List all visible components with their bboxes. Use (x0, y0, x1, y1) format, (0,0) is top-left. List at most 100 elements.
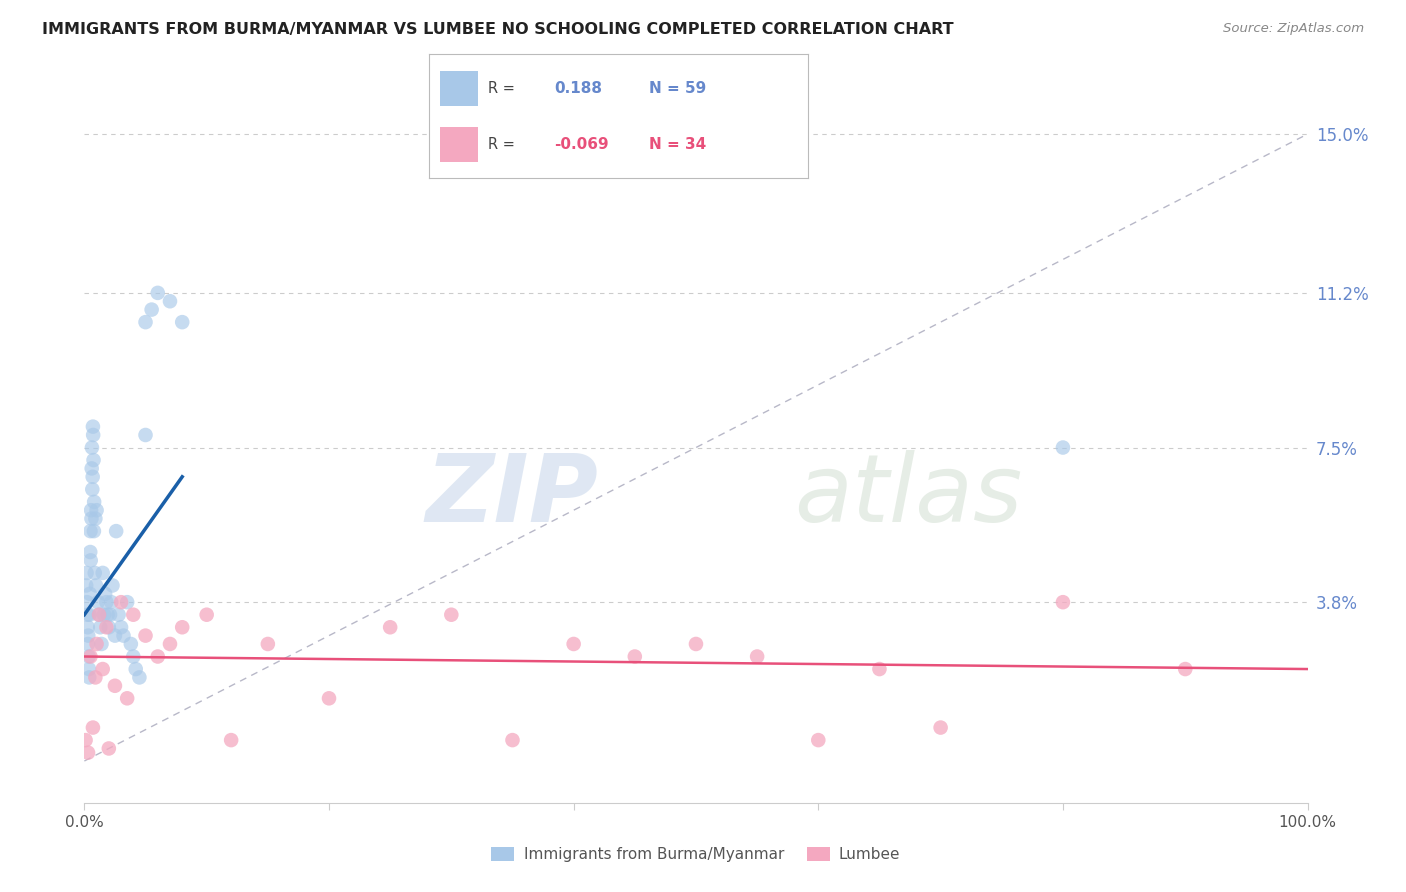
Point (80, 461, 103, 475)
Point (91, 566, 114, 580)
Point (172, 620, 194, 634)
Point (104, 629, 127, 643)
Point (685, 637, 707, 651)
Point (440, 607, 463, 622)
Point (93, 607, 115, 622)
Point (86, 637, 108, 651)
Point (89, 620, 111, 634)
Point (79, 607, 101, 622)
Point (82, 483, 104, 497)
Point (562, 637, 585, 651)
Point (77, 637, 100, 651)
Point (100, 595, 122, 609)
Point (84, 511, 107, 525)
Point (87, 607, 110, 622)
Point (1174, 662, 1197, 676)
Point (77, 662, 100, 676)
Point (135, 315, 157, 329)
Point (104, 679, 127, 693)
Point (98, 607, 121, 622)
Point (76, 620, 98, 634)
Point (747, 649, 769, 664)
Point (76, 595, 98, 609)
Point (869, 662, 891, 676)
Point (87, 607, 110, 622)
Point (94, 587, 117, 601)
Point (80, 511, 103, 525)
Point (76, 566, 98, 580)
Point (159, 637, 181, 651)
Point (79, 587, 101, 601)
Point (84, 578, 107, 592)
Point (86, 503, 108, 517)
Point (624, 649, 647, 664)
Point (135, 428, 157, 442)
Text: R =: R = (488, 81, 515, 96)
Point (380, 620, 402, 634)
Point (83, 453, 105, 467)
Point (101, 578, 124, 592)
Point (141, 302, 163, 317)
Point (83, 524, 105, 538)
Point (110, 620, 132, 634)
Text: Source: ZipAtlas.com: Source: ZipAtlas.com (1223, 22, 1364, 36)
Point (75, 578, 97, 592)
Point (76, 607, 98, 622)
Point (122, 649, 145, 664)
Point (120, 637, 142, 651)
Text: R =: R = (488, 137, 515, 153)
Point (115, 595, 138, 609)
Bar (440, 128, 478, 162)
Point (82, 721, 104, 735)
Point (96, 620, 118, 634)
Point (318, 691, 340, 706)
Point (112, 629, 135, 643)
Point (91, 662, 114, 676)
Legend: Immigrants from Burma/Myanmar, Lumbee: Immigrants from Burma/Myanmar, Lumbee (485, 841, 907, 868)
Text: atlas: atlas (794, 450, 1022, 541)
Point (97, 607, 120, 622)
Bar (440, 71, 478, 106)
Point (929, 721, 952, 735)
Text: IMMIGRANTS FROM BURMA/MYANMAR VS LUMBEE NO SCHOOLING COMPLETED CORRELATION CHART: IMMIGRANTS FROM BURMA/MYANMAR VS LUMBEE … (42, 22, 953, 37)
Point (1052, 595, 1074, 609)
Point (82, 419, 104, 434)
Point (97, 741, 120, 756)
Point (135, 629, 157, 643)
Point (96, 595, 118, 609)
Point (110, 595, 132, 609)
Point (105, 524, 128, 538)
Point (75, 733, 97, 747)
Point (77, 629, 100, 643)
Text: N = 59: N = 59 (650, 81, 706, 96)
Point (146, 649, 169, 664)
Point (83, 566, 105, 580)
Point (79, 524, 101, 538)
Point (128, 670, 150, 684)
Point (84, 670, 107, 684)
Point (79, 545, 101, 559)
Point (82, 428, 104, 442)
Point (80, 553, 103, 567)
Point (107, 607, 129, 622)
Point (115, 691, 138, 706)
Point (77, 670, 100, 684)
Point (90, 637, 112, 651)
Point (79, 649, 101, 664)
Point (219, 733, 242, 747)
Point (122, 607, 145, 622)
Point (80, 503, 103, 517)
Point (83, 495, 105, 509)
Text: N = 34: N = 34 (650, 137, 706, 153)
Text: 0.188: 0.188 (554, 81, 602, 96)
Text: ZIP: ZIP (425, 450, 598, 541)
Point (146, 285, 169, 300)
Point (125, 662, 148, 676)
Point (82, 470, 104, 484)
Point (257, 637, 280, 651)
Point (502, 733, 524, 747)
Point (159, 294, 181, 309)
Point (80, 441, 103, 455)
Point (172, 315, 194, 329)
Point (77, 649, 100, 664)
